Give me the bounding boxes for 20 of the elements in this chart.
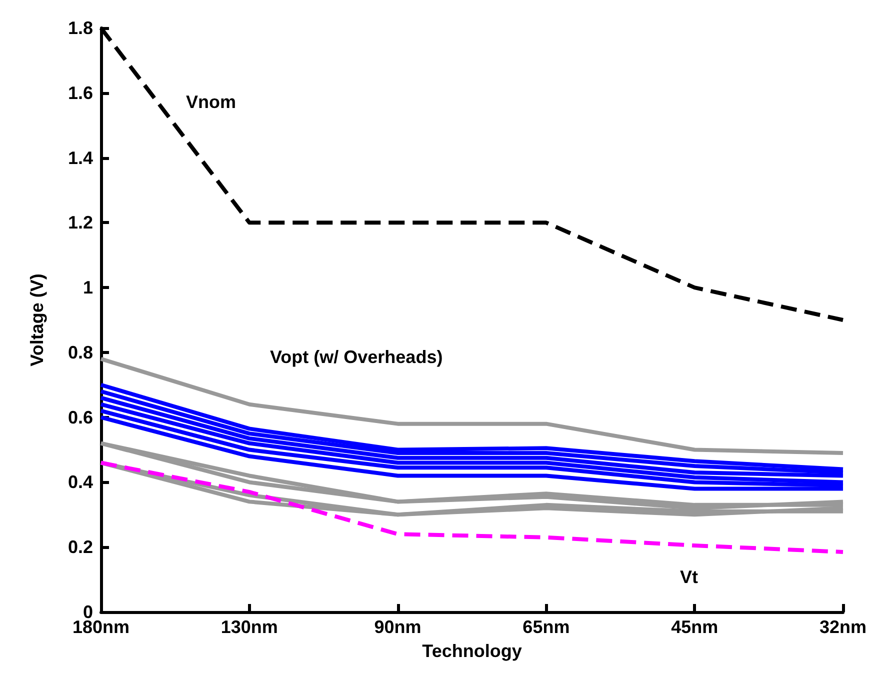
y-tick-label: 1.8 — [68, 18, 93, 38]
y-tick-label: 0.6 — [68, 407, 93, 428]
y-axis-title: Voltage (V) — [27, 274, 47, 366]
y-tick-label: 1.4 — [68, 148, 93, 168]
x-tick-label: 32nm — [819, 617, 867, 637]
y-tick-label: 1.6 — [68, 82, 93, 103]
y-tick-label: 0.2 — [68, 537, 93, 558]
x-tick-label: 90nm — [374, 617, 422, 637]
x-axis-title: Technology — [422, 641, 522, 661]
x-tick-label: 65nm — [522, 617, 570, 637]
x-tick-label: 180nm — [72, 617, 130, 637]
y-tick-label: 0.4 — [68, 472, 93, 492]
annotation: Vt — [680, 567, 698, 587]
y-tick-label: 1 — [82, 278, 93, 298]
annotation: Vopt (w/ Overheads) — [270, 347, 443, 367]
y-tick-label: 1.2 — [68, 212, 93, 233]
annotation: Vnom — [186, 92, 236, 112]
x-tick-label: 45nm — [671, 617, 718, 637]
x-tick-label: 130nm — [220, 617, 278, 637]
y-tick-label: 0.8 — [68, 342, 93, 362]
